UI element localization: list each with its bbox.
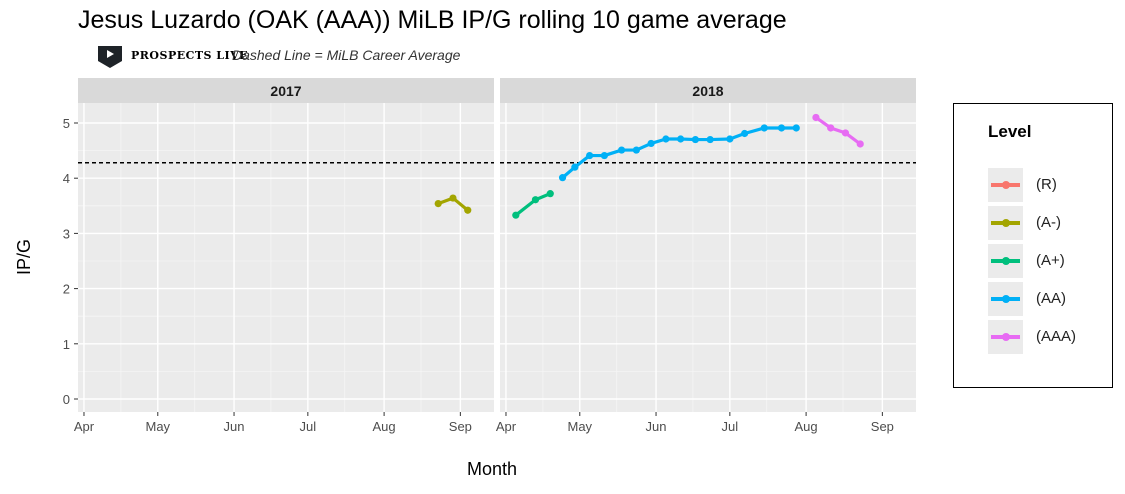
legend-label: (AAA) (1036, 328, 1077, 345)
prospects-live-logo-icon (98, 46, 122, 68)
legend-item: (R) (988, 168, 1118, 202)
data-point (546, 190, 554, 198)
y-tick-label: 1 (63, 337, 70, 352)
panel-background (78, 103, 494, 412)
legend: Level (R) (A-) (A+) (AA) (AAA) (953, 103, 1113, 388)
series-line (814, 115, 862, 146)
data-point (618, 146, 626, 154)
legend-key-swatch (988, 320, 1023, 354)
x-tick-label: Aug (373, 419, 396, 434)
data-point (726, 135, 734, 143)
x-tick-label: Jul (722, 419, 739, 434)
facet-strip-label: 2017 (270, 83, 301, 99)
data-point (827, 124, 835, 132)
legend-item: (AA) (988, 282, 1118, 316)
legend-key-swatch (988, 244, 1023, 278)
x-tick-label: Jul (300, 419, 317, 434)
y-tick-label: 5 (63, 116, 70, 131)
chart-title: Jesus Luzardo (OAK (AAA)) MiLB IP/G roll… (78, 6, 787, 34)
x-tick-label: Sep (449, 419, 472, 434)
brand-name: PROSPECTS LIVE (131, 49, 249, 62)
data-point (741, 129, 749, 138)
data-point (434, 199, 442, 208)
data-point (777, 124, 786, 132)
data-point (691, 135, 700, 144)
legend-key-point (1002, 295, 1010, 303)
facet-strip (78, 78, 494, 103)
x-tick-label: Aug (795, 419, 818, 434)
data-point (571, 163, 579, 171)
x-tick-label: May (145, 419, 170, 434)
y-tick-label: 2 (63, 282, 70, 297)
legend-item: (A-) (988, 206, 1118, 240)
y-tick-label: 0 (63, 392, 70, 407)
data-point (512, 211, 520, 219)
legend-key-point (1002, 219, 1010, 227)
x-axis-title: Month (467, 459, 517, 479)
legend-item: (A+) (988, 244, 1118, 278)
panel-background (500, 103, 916, 412)
y-axis-title: IP/G (14, 239, 34, 275)
legend-key-point (1002, 257, 1010, 265)
data-point (662, 135, 670, 143)
data-point (677, 135, 685, 143)
data-point (841, 129, 850, 137)
legend-item: (AAA) (988, 320, 1118, 354)
data-point (449, 194, 457, 202)
data-point (706, 135, 714, 144)
x-tick-label: Apr (74, 419, 95, 434)
x-tick-label: Jun (646, 419, 667, 434)
series-line (560, 126, 798, 180)
x-tick-label: May (567, 419, 592, 434)
legend-key-swatch (988, 168, 1023, 202)
facet-strip (500, 78, 916, 103)
data-point (792, 124, 800, 132)
data-point (531, 196, 540, 204)
legend-key-swatch (988, 206, 1023, 240)
legend-label: (A+) (1036, 252, 1065, 269)
legend-label: (AA) (1036, 290, 1066, 307)
y-tick-label: 3 (63, 226, 70, 241)
data-point (760, 124, 768, 132)
legend-label: (R) (1036, 176, 1057, 193)
chart-note: Dashed Line = MiLB Career Average (232, 47, 461, 63)
data-point (632, 146, 640, 154)
data-point (600, 151, 608, 160)
data-point (558, 174, 567, 182)
x-tick-label: Apr (496, 419, 517, 434)
data-point (812, 113, 820, 122)
x-tick-label: Sep (871, 419, 894, 434)
data-point (464, 206, 472, 214)
y-tick-label: 4 (63, 171, 70, 186)
legend-title: Level (988, 122, 1032, 141)
data-point (856, 140, 864, 148)
data-point (586, 151, 594, 160)
x-tick-label: Jun (224, 419, 245, 434)
legend-key-point (1002, 333, 1010, 341)
legend-label: (A-) (1036, 214, 1061, 231)
legend-key-point (1002, 181, 1010, 189)
legend-key-swatch (988, 282, 1023, 316)
facet-strip-label: 2018 (692, 83, 723, 99)
data-point (647, 139, 655, 148)
